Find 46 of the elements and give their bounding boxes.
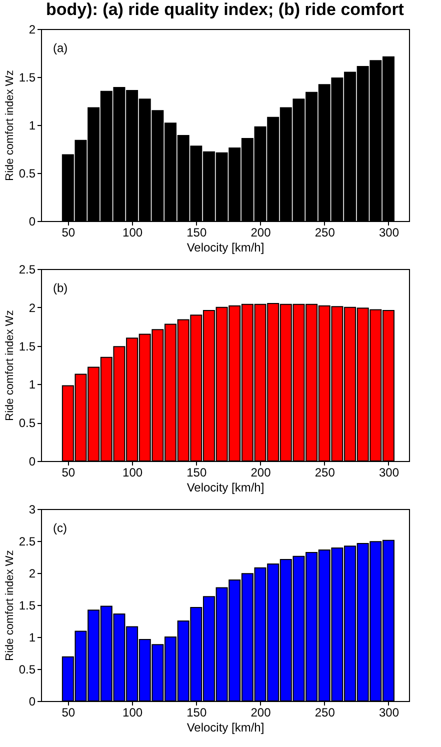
x-tick-label: 300 (378, 466, 400, 480)
x-tick-label: 150 (186, 706, 207, 720)
x-tick-label: 50 (62, 706, 76, 720)
x-tick-label: 300 (378, 706, 400, 720)
y-axis-title: Ride comfort index Wz (4, 310, 16, 421)
x-tick-label: 200 (250, 226, 272, 240)
x-tick-label: 150 (186, 466, 207, 480)
x-axis-title: Velocity [km/h] (186, 720, 264, 734)
y-tick-label: 1 (28, 378, 36, 392)
x-axis-title: Velocity [km/h] (186, 480, 264, 494)
y-tick-label: 0 (28, 214, 36, 228)
x-tick-label: 250 (314, 226, 336, 240)
x-tick-label: 50 (62, 226, 76, 240)
y-tick-label: 0.5 (18, 166, 36, 180)
y-tick-label: 0.5 (18, 662, 36, 676)
x-tick-label: 200 (250, 706, 272, 720)
chart-title: body): (a) ride quality index; (b) ride comfort (46, 0, 404, 19)
x-tick-label: 100 (122, 466, 143, 480)
y-tick-label: 0 (28, 694, 36, 708)
y-tick-label: 0 (28, 454, 36, 468)
y-tick-label: 2 (28, 566, 36, 580)
y-axis-title: Ride comfort index Wz (4, 550, 16, 661)
annotation: (c) (53, 521, 67, 535)
y-tick-label: 0.5 (18, 416, 36, 430)
x-tick-label: 200 (250, 466, 272, 480)
y-tick-label: 2.5 (18, 262, 36, 276)
y-tick-label: 1.5 (18, 339, 36, 354)
x-axis-title: Velocity [km/h] (186, 240, 264, 254)
y-tick-label: 3 (28, 502, 36, 516)
y-tick-label: 2 (28, 22, 36, 36)
x-tick-label: 250 (314, 706, 336, 720)
y-tick-label: 1 (28, 118, 36, 132)
y-tick-label: 1.5 (18, 70, 36, 84)
x-tick-label: 150 (186, 226, 207, 240)
x-tick-label: 100 (122, 706, 143, 720)
annotation: (b) (53, 281, 68, 295)
y-tick-label: 1 (28, 630, 36, 644)
x-tick-label: 300 (378, 226, 400, 240)
x-tick-label: 250 (314, 466, 336, 480)
y-tick-label: 2 (28, 300, 36, 315)
y-tick-label: 2.5 (18, 534, 36, 548)
y-tick-label: 1.5 (18, 598, 36, 612)
x-tick-label: 100 (122, 226, 143, 240)
annotation: (a) (53, 41, 68, 55)
y-axis-title: Ride comfort index Wz (4, 70, 16, 181)
x-tick-label: 50 (62, 466, 76, 480)
